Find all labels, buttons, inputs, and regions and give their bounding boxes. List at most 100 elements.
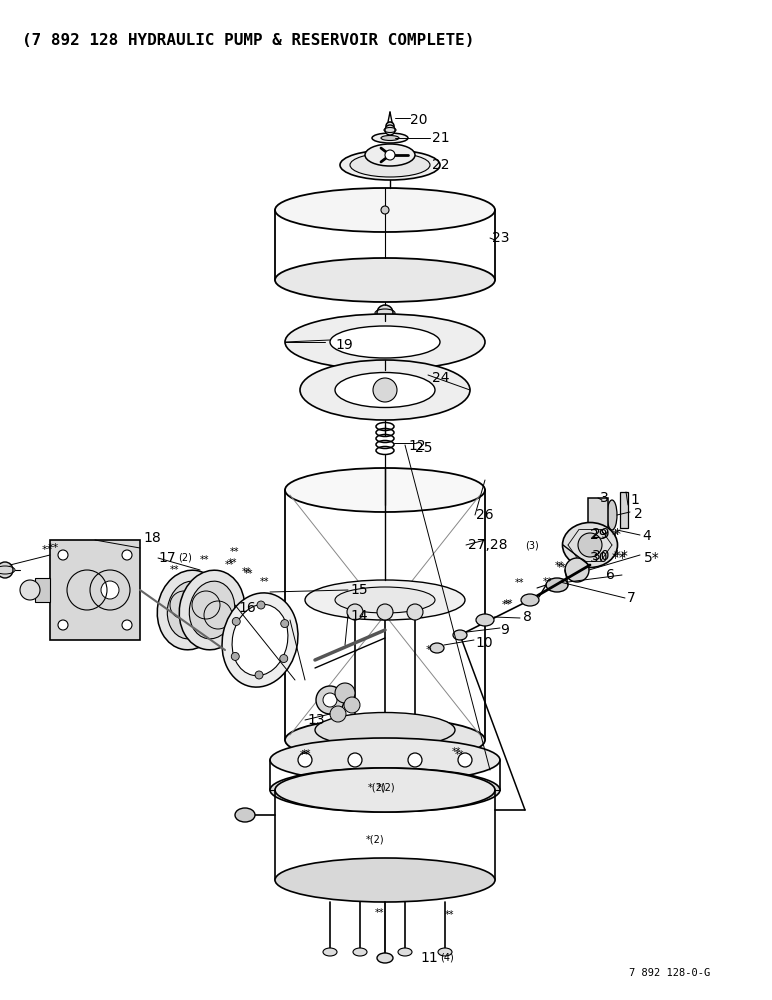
Circle shape <box>385 125 395 135</box>
Text: **: ** <box>515 578 524 588</box>
Text: **: ** <box>557 563 567 573</box>
Text: 24: 24 <box>432 371 449 385</box>
Text: 30 **: 30 ** <box>590 551 626 565</box>
Text: 29 *: 29 * <box>590 528 619 542</box>
Ellipse shape <box>275 768 495 812</box>
Ellipse shape <box>179 570 245 650</box>
Circle shape <box>122 620 132 630</box>
Text: 22: 22 <box>432 158 449 172</box>
Text: 23: 23 <box>492 231 510 245</box>
Ellipse shape <box>330 326 440 358</box>
Text: 7: 7 <box>627 591 636 605</box>
Text: **: ** <box>452 747 462 757</box>
Text: *: * <box>426 645 432 655</box>
Circle shape <box>335 683 355 703</box>
Text: 20: 20 <box>410 113 428 127</box>
Circle shape <box>381 206 389 214</box>
Circle shape <box>409 716 421 728</box>
Text: **: ** <box>302 749 311 759</box>
Circle shape <box>323 693 337 707</box>
Bar <box>35 578 50 602</box>
Ellipse shape <box>521 594 539 606</box>
Text: **: ** <box>244 569 253 579</box>
Circle shape <box>279 655 288 663</box>
Text: 26: 26 <box>476 508 493 522</box>
Circle shape <box>298 753 312 767</box>
Ellipse shape <box>285 314 485 370</box>
Text: *(2): *(2) <box>366 835 384 845</box>
Circle shape <box>578 533 602 557</box>
Ellipse shape <box>285 468 485 512</box>
Text: 29 *: 29 * <box>592 527 621 541</box>
Ellipse shape <box>353 948 367 956</box>
Text: **: ** <box>260 577 269 587</box>
Text: 6: 6 <box>606 568 615 582</box>
Ellipse shape <box>222 593 298 687</box>
Text: **: ** <box>225 560 235 570</box>
Text: 7 892 128-0-G: 7 892 128-0-G <box>629 968 710 978</box>
Ellipse shape <box>546 578 568 592</box>
Text: **: ** <box>170 565 180 575</box>
Ellipse shape <box>270 768 500 812</box>
Ellipse shape <box>377 953 393 963</box>
Ellipse shape <box>430 643 444 653</box>
Ellipse shape <box>381 135 399 140</box>
Ellipse shape <box>285 718 485 762</box>
Circle shape <box>58 550 68 560</box>
Ellipse shape <box>453 630 467 640</box>
Circle shape <box>385 150 395 160</box>
Circle shape <box>458 753 472 767</box>
Bar <box>50 540 140 640</box>
Text: 11: 11 <box>420 951 438 965</box>
Circle shape <box>379 716 391 728</box>
Text: **: ** <box>200 555 209 565</box>
Text: **: ** <box>48 543 59 553</box>
Text: **: ** <box>242 567 252 577</box>
Ellipse shape <box>438 948 452 956</box>
Text: **: ** <box>42 545 53 555</box>
Ellipse shape <box>275 858 495 902</box>
Text: 4: 4 <box>642 529 651 543</box>
Ellipse shape <box>607 500 617 530</box>
Circle shape <box>377 604 393 620</box>
Text: **: ** <box>230 547 239 557</box>
Circle shape <box>0 562 13 578</box>
Text: *(2): *(2) <box>377 782 395 792</box>
Circle shape <box>122 550 132 560</box>
Circle shape <box>344 697 360 713</box>
Text: 16: 16 <box>238 601 256 615</box>
Text: 17: 17 <box>158 551 175 565</box>
Ellipse shape <box>340 150 440 180</box>
Ellipse shape <box>315 712 455 748</box>
Circle shape <box>347 604 363 620</box>
Circle shape <box>330 706 346 722</box>
Ellipse shape <box>398 948 412 956</box>
Circle shape <box>373 378 397 402</box>
Text: **: ** <box>375 908 384 918</box>
Text: 25: 25 <box>415 441 432 455</box>
Text: 2: 2 <box>634 507 643 521</box>
Circle shape <box>348 753 362 767</box>
Ellipse shape <box>157 570 223 650</box>
Ellipse shape <box>232 604 288 676</box>
Ellipse shape <box>365 144 415 166</box>
Ellipse shape <box>275 188 495 232</box>
Text: 10: 10 <box>475 636 493 650</box>
Circle shape <box>565 558 589 582</box>
Ellipse shape <box>372 133 408 143</box>
Circle shape <box>232 617 240 625</box>
Bar <box>588 498 608 542</box>
Text: 9: 9 <box>500 623 509 637</box>
Ellipse shape <box>476 614 494 626</box>
Circle shape <box>408 753 422 767</box>
Circle shape <box>349 716 361 728</box>
Ellipse shape <box>189 581 235 639</box>
Circle shape <box>58 620 68 630</box>
Text: (4): (4) <box>440 953 454 963</box>
Ellipse shape <box>101 581 119 599</box>
Text: 18: 18 <box>143 531 161 545</box>
Text: **: ** <box>445 910 455 920</box>
Bar <box>620 492 628 528</box>
Text: **: ** <box>543 577 553 587</box>
Text: **: ** <box>300 750 310 760</box>
